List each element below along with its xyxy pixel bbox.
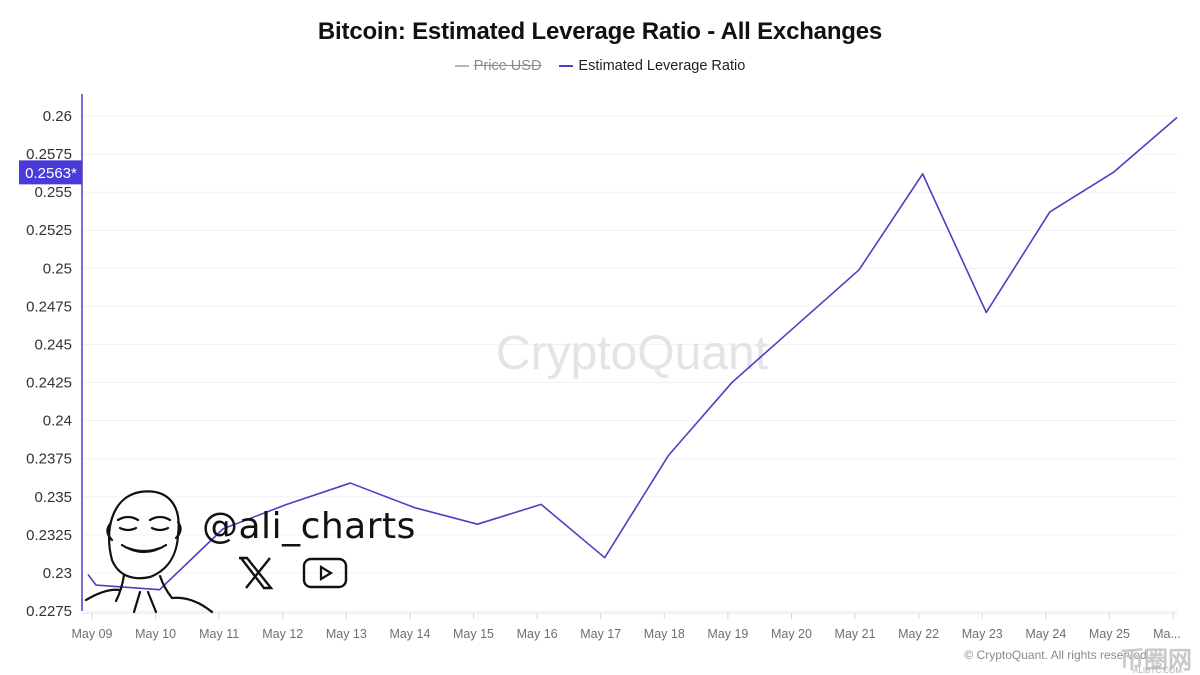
grid-lines (82, 115, 1177, 612)
x-tick-label: May 23 (962, 627, 1003, 641)
y-tick-label: 0.2575 (26, 146, 72, 163)
y-tick-label: 0.2525 (26, 222, 72, 239)
legend-label: Price USD (473, 58, 542, 74)
legend-swatch-price-usd (454, 65, 469, 67)
x-tick-label: May 12 (262, 627, 303, 641)
y-tick-label: 0.24 (43, 413, 72, 430)
x-tick-label: May 18 (644, 627, 685, 641)
legend-item-leverage-ratio[interactable]: Estimated Leverage Ratio (559, 58, 745, 74)
x-tick-label: May 21 (835, 627, 876, 641)
y-tick-label: 0.23 (43, 565, 72, 582)
y-tick-label: 0.245 (34, 336, 72, 353)
x-tick-label: May 24 (1025, 627, 1066, 641)
current-value-badge (19, 160, 82, 185)
cryptoquant-watermark: CryptoQuant (496, 327, 768, 380)
social-links (238, 556, 348, 595)
x-tick-label: May 22 (898, 627, 939, 641)
x-axis: May 09 May 10 May 11 May 12 May 13 May 14 May … (72, 612, 1181, 641)
series-layer (87, 116, 1178, 591)
x-tick-label: May 13 (326, 627, 367, 641)
x-tick-label: May 20 (771, 627, 812, 641)
avatar-sketch-icon (84, 490, 214, 614)
y-axis: 0.2275 0.23 0.2325 0.235 0.2375 0.24 0.2425 0.2… (26, 94, 83, 620)
chart-title: Bitcoin: Estimated Leverage Ratio - All … (317, 18, 883, 45)
y-tick-label: 0.26 (43, 108, 72, 125)
x-tick-label: May 19 (707, 627, 748, 641)
y-tick-label: 0.25 (43, 260, 72, 277)
x-tick-label: May 09 (72, 627, 113, 641)
youtube-icon[interactable] (302, 556, 348, 595)
copyright-notice: © CryptoQuant. All rights reserved. (964, 648, 1150, 662)
legend-item-price-usd[interactable]: Price USD (454, 58, 542, 74)
x-tick-label: May 17 (580, 627, 621, 641)
y-tick-label: 0.2325 (26, 527, 72, 544)
y-tick-label: 0.2375 (26, 451, 72, 468)
site-badge-subtext: ALIBTC.COM (1133, 666, 1182, 675)
x-tick-label: May 16 (517, 627, 558, 641)
y-tick-label: 0.2425 (26, 375, 72, 392)
x-tick-label: May 25 (1089, 627, 1130, 641)
x-logo-icon[interactable] (238, 556, 274, 595)
x-tick-label: Ma... (1153, 627, 1181, 641)
site-badge-watermark: 币圈网 (1120, 647, 1192, 674)
x-tick-label: May 11 (199, 627, 239, 641)
x-tick-label: May 15 (453, 627, 494, 641)
y-tick-label: 0.255 (34, 184, 72, 201)
y-tick-label: 0.2475 (26, 298, 72, 315)
current-value-label: 0.2563* (25, 165, 77, 182)
y-tick-label: 0.235 (34, 489, 72, 506)
chart-legend: Price USD Estimated Leverage Ratio (0, 58, 1200, 74)
legend-swatch-leverage-ratio (559, 65, 574, 67)
legend-label: Estimated Leverage Ratio (578, 58, 746, 74)
x-tick-label: May 10 (135, 627, 176, 641)
x-tick-label: May 14 (389, 627, 430, 641)
y-tick-label: 0.2275 (26, 603, 72, 620)
current-value-marker: 0.2563* (19, 160, 82, 185)
author-handle: @ali_charts (202, 506, 416, 547)
